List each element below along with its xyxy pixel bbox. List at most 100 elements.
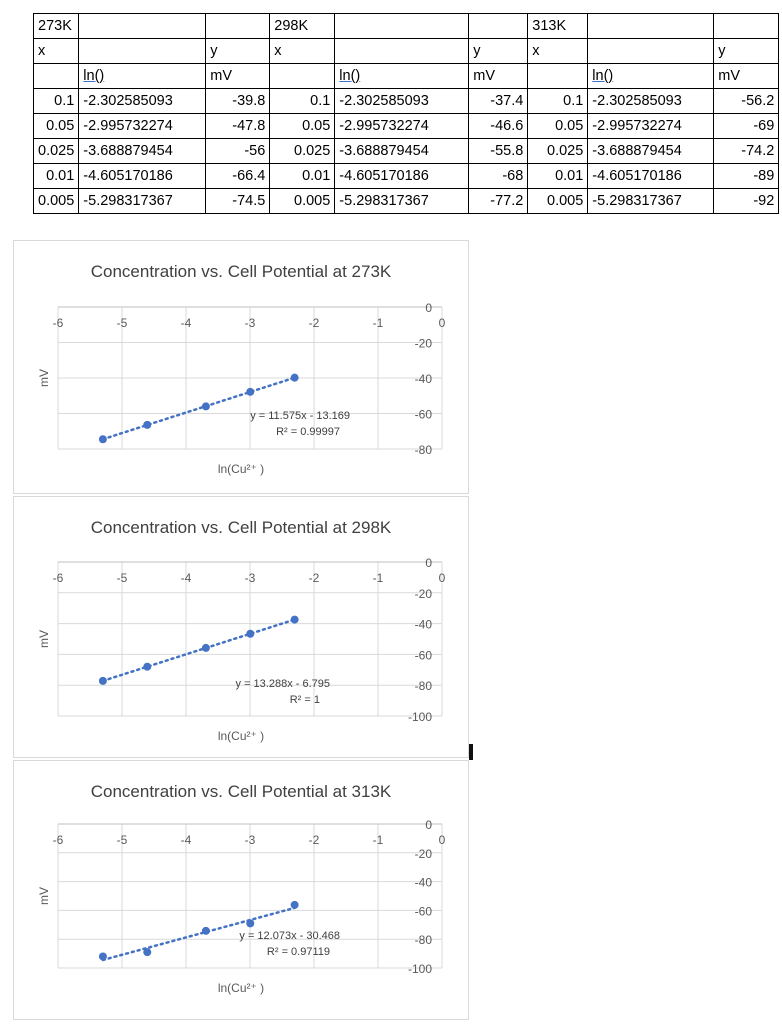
mv-value-text: -69 xyxy=(753,118,775,134)
y-header-text: y xyxy=(718,43,726,59)
x-header: x xyxy=(269,38,336,64)
y-tick-label: 0 xyxy=(425,301,432,315)
mv-value: -46.6 xyxy=(468,113,529,139)
x-value: 0.01 xyxy=(32,163,80,189)
ln-value-text: -4.605170186 xyxy=(83,168,173,184)
ln-value: -4.605170186 xyxy=(334,163,470,189)
y-tick-label: -20 xyxy=(415,587,433,601)
x-tick-label: -4 xyxy=(181,316,192,330)
y-tick-label: -40 xyxy=(415,618,433,632)
x-header-text: x xyxy=(532,43,540,59)
x-tick-label: -2 xyxy=(309,316,320,330)
ln-value: -3.688879454 xyxy=(334,138,470,164)
ln-header-text: ln() xyxy=(592,68,614,84)
data-point xyxy=(201,402,210,411)
y-header: y xyxy=(468,38,529,64)
x-value: 0.05 xyxy=(32,113,80,139)
x-value-text: 0.025 xyxy=(38,143,75,159)
data-point xyxy=(246,629,255,638)
mv-value-text: -66.4 xyxy=(232,168,266,184)
x-tick-label: -1 xyxy=(373,833,384,847)
x-value-text: 0.05 xyxy=(46,118,75,134)
empty-cell xyxy=(78,13,207,39)
ln-value-text: -4.605170186 xyxy=(592,168,682,184)
ln-value: -3.688879454 xyxy=(78,138,207,164)
ln-value: -3.688879454 xyxy=(587,138,715,164)
x-value: 0.025 xyxy=(269,138,336,164)
mv-value: -66.4 xyxy=(205,163,271,189)
x-tick-label: 0 xyxy=(439,571,446,585)
y-tick-label: -80 xyxy=(415,933,433,947)
x-tick-label: -3 xyxy=(245,833,256,847)
y-axis-label: mV xyxy=(37,630,51,648)
x-value-text: 0.1 xyxy=(54,93,75,109)
ln-value-text: -5.298317367 xyxy=(592,193,682,209)
x-tick-label: -3 xyxy=(245,316,256,330)
unit-header-text: mV xyxy=(718,68,741,84)
ln-header: ln() xyxy=(78,63,207,89)
x-axis-label: ln(Cu²⁺ ) xyxy=(218,729,264,743)
x-value-text: 0.025 xyxy=(294,143,331,159)
temp-header: 298K xyxy=(269,13,336,39)
trendline-equation: y = 12.073x - 30.468 xyxy=(239,930,340,942)
x-tick-label: -6 xyxy=(53,833,64,847)
y-axis-label: mV xyxy=(37,369,51,387)
mv-value-text: -37.4 xyxy=(490,93,524,109)
x-value: 0.05 xyxy=(269,113,336,139)
mv-value: -89 xyxy=(713,163,780,189)
ln-value-text: -5.298317367 xyxy=(339,193,429,209)
chart-273k: Concentration vs. Cell Potential at 273K… xyxy=(13,240,469,494)
data-table: 273K 298K 313K x y x y x y ln() mV ln() mV ln() mV 0.1-… xyxy=(32,13,780,214)
mv-value: -56.2 xyxy=(713,88,780,114)
x-tick-label: -2 xyxy=(309,571,320,585)
mv-value: -55.8 xyxy=(468,138,529,164)
ln-value-text: -2.302585093 xyxy=(83,93,173,109)
x-value-text: 0.05 xyxy=(302,118,331,134)
x-value: 0.1 xyxy=(269,88,336,114)
chart-298k: Concentration vs. Cell Potential at 298K… xyxy=(13,496,469,758)
x-value-text: 0.1 xyxy=(310,93,331,109)
mv-value: -92 xyxy=(713,188,780,214)
x-header-text: x xyxy=(38,43,46,59)
mv-value-text: -47.8 xyxy=(232,118,266,134)
trendline-equation: y = 11.575x - 13.169 xyxy=(250,410,350,422)
unit-header-text: mV xyxy=(210,68,233,84)
data-point xyxy=(201,926,210,935)
x-value-text: 0.01 xyxy=(555,168,584,184)
mv-value: -39.8 xyxy=(205,88,271,114)
unit-header: mV xyxy=(713,63,780,89)
unit-header: mV xyxy=(468,63,529,89)
x-value-text: 0.005 xyxy=(294,193,331,209)
data-point xyxy=(246,387,255,396)
x-tick-label: -5 xyxy=(117,316,128,330)
empty-cell xyxy=(269,63,336,89)
x-value-text: 0.1 xyxy=(563,93,584,109)
y-header-text: y xyxy=(210,43,218,59)
ln-value-text: -5.298317367 xyxy=(83,193,173,209)
empty-cell xyxy=(205,13,271,39)
empty-cell xyxy=(468,13,529,39)
x-value-text: 0.005 xyxy=(38,193,75,209)
data-point xyxy=(143,662,152,671)
empty-cell xyxy=(587,38,715,64)
trendline-equation: y = 13.288x - 6.795 xyxy=(236,678,330,690)
x-tick-label: -6 xyxy=(53,571,64,585)
trendline xyxy=(101,376,296,441)
ln-value: -4.605170186 xyxy=(587,163,715,189)
y-tick-label: -20 xyxy=(415,847,433,861)
empty-cell xyxy=(32,63,80,89)
x-header: x xyxy=(527,38,589,64)
temp-header: 273K xyxy=(32,13,80,39)
x-tick-label: -6 xyxy=(53,316,64,330)
data-point xyxy=(143,420,152,429)
empty-cell xyxy=(334,38,470,64)
mv-value-text: -56 xyxy=(244,143,266,159)
data-point xyxy=(98,676,107,685)
y-header-text: y xyxy=(473,43,481,59)
data-point xyxy=(246,919,255,928)
x-header: x xyxy=(32,38,80,64)
y-tick-label: -20 xyxy=(415,337,433,351)
temp-header-text: 313K xyxy=(532,18,567,34)
x-value-text: 0.01 xyxy=(46,168,75,184)
data-point xyxy=(143,948,152,957)
